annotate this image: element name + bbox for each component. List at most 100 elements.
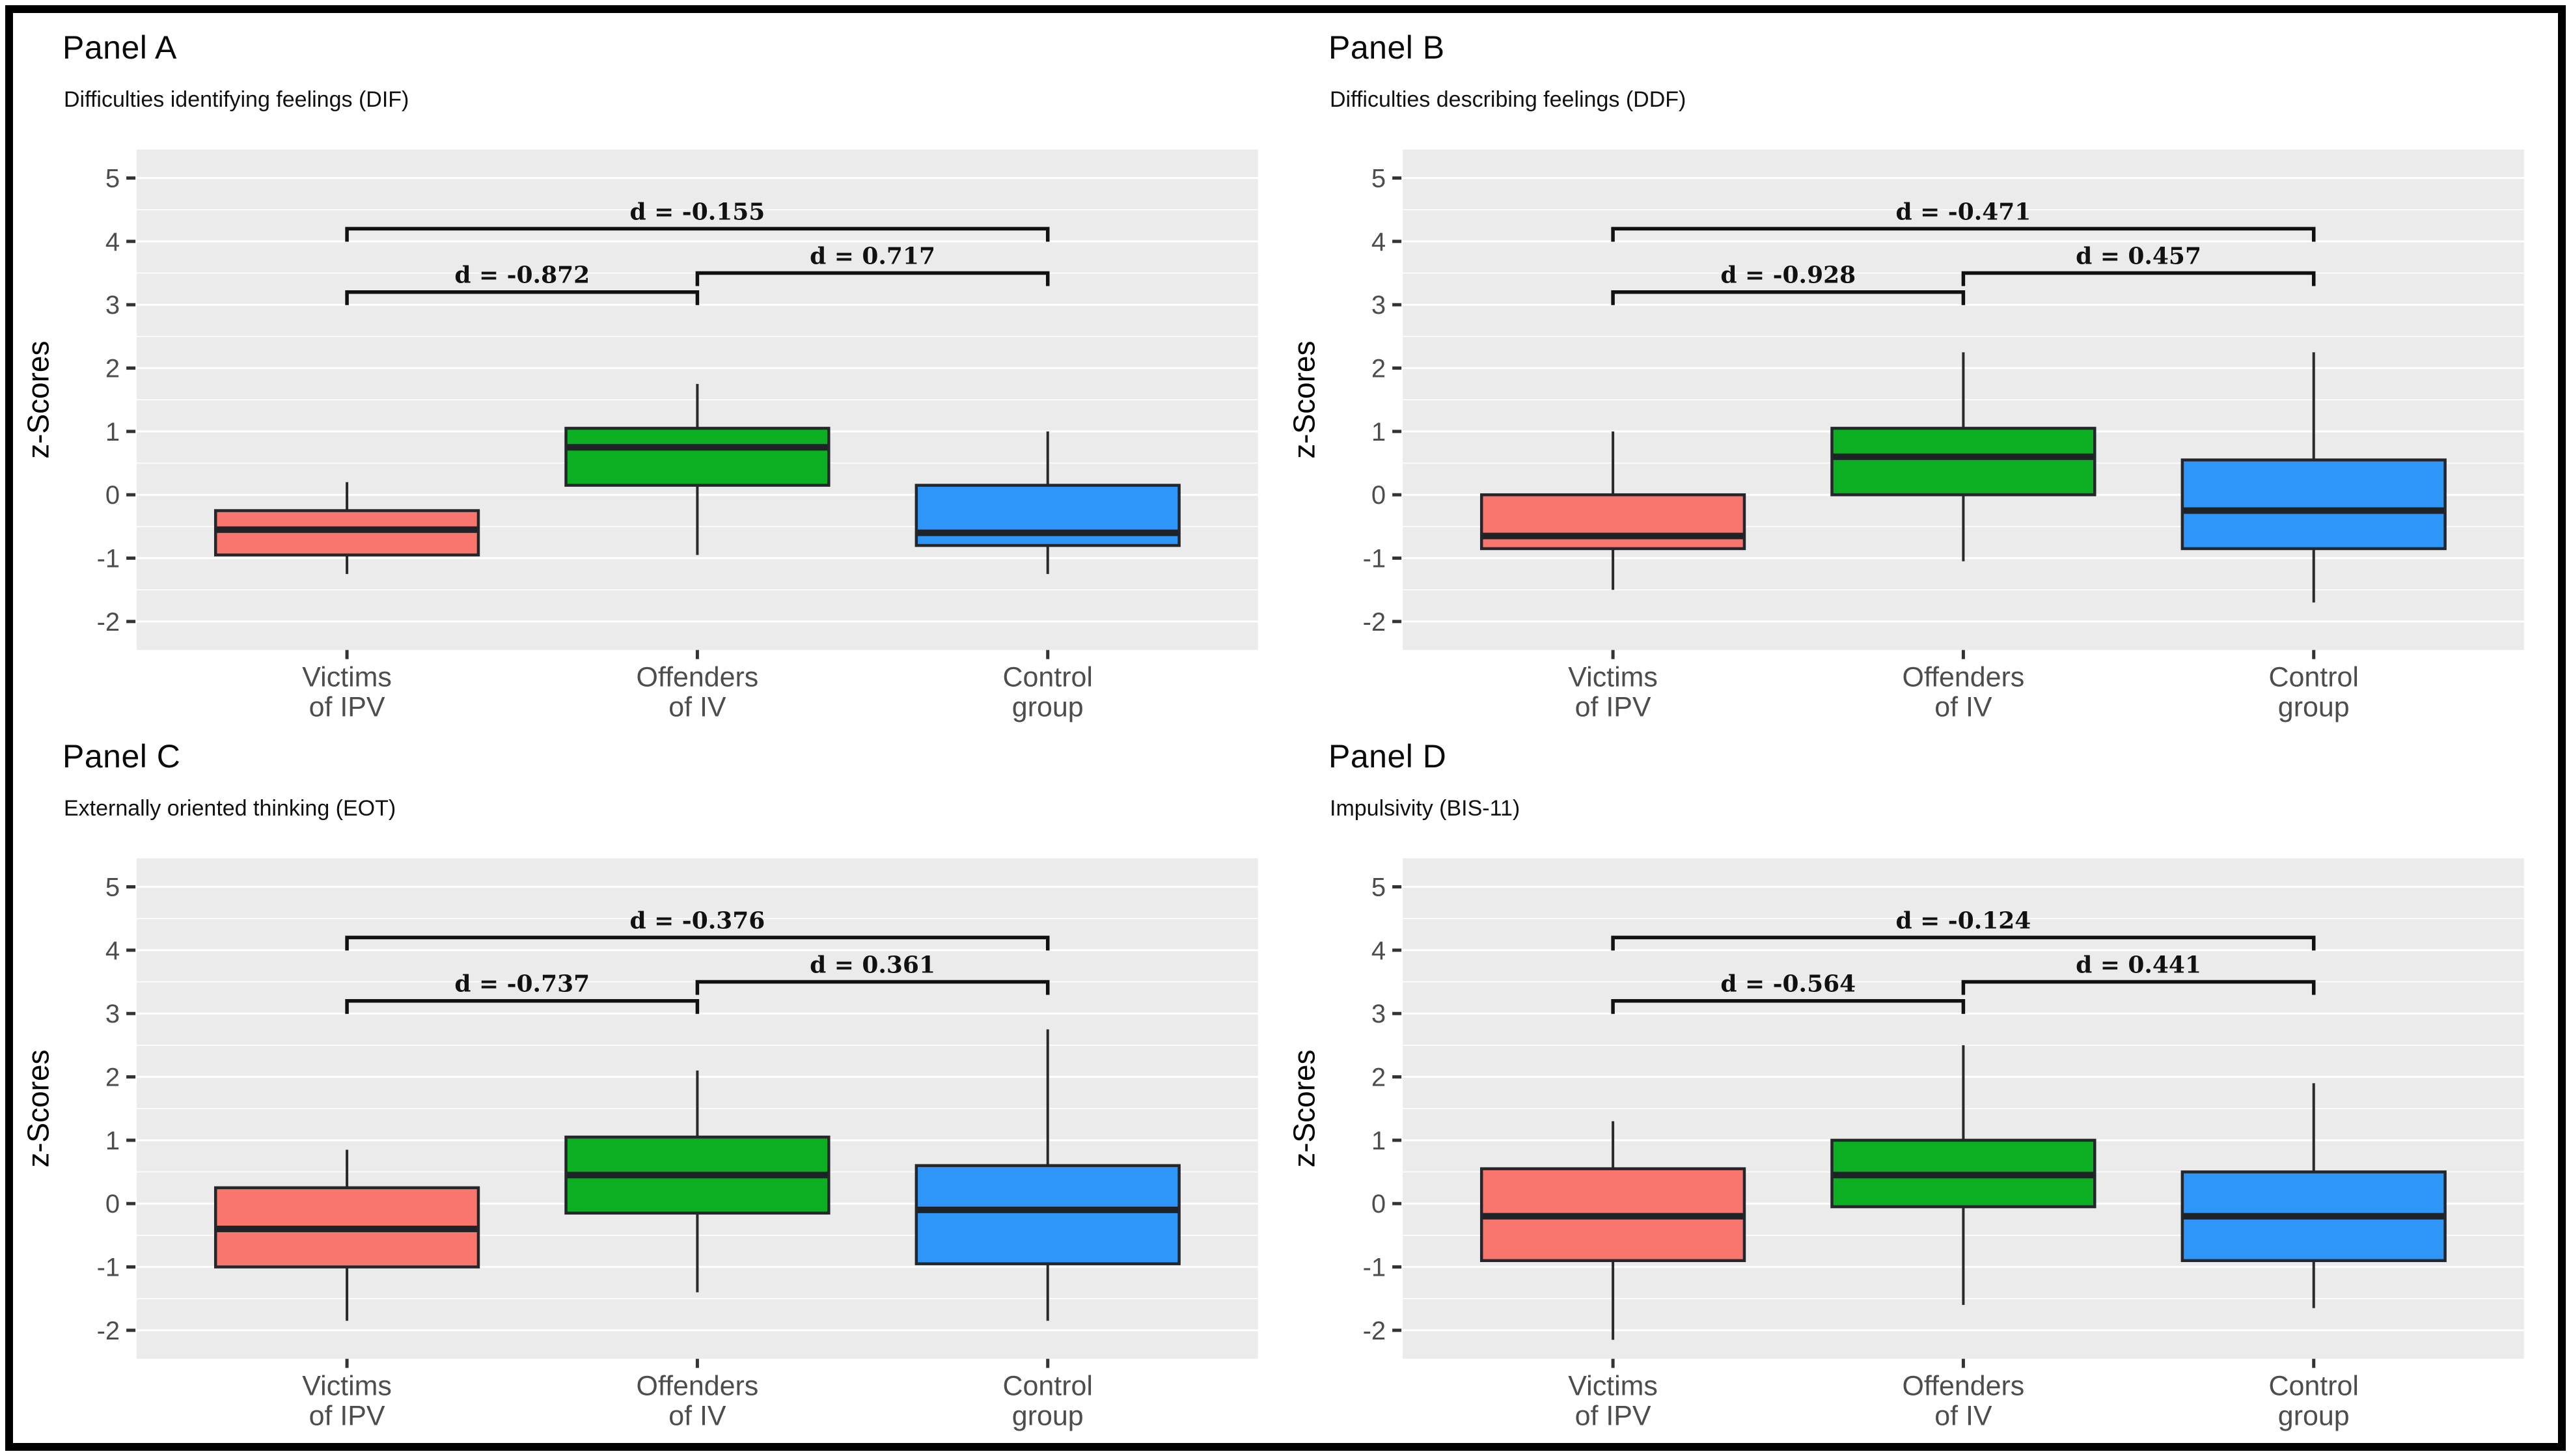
y-axis-title: z-Scores: [21, 1049, 55, 1167]
x-tick-label: group: [2278, 692, 2350, 723]
comparison-label: d = 0.361: [810, 951, 935, 978]
comparison-bracket: [1611, 998, 1966, 1014]
x-tick-label: group: [1012, 1400, 1084, 1431]
y-tick-label: 0: [1371, 1190, 1386, 1218]
y-tick-label: 5: [1371, 165, 1386, 193]
x-tick-label: group: [2278, 1400, 2350, 1431]
comparison-bracket: [345, 227, 1050, 242]
x-tick-label: of IV: [1934, 1400, 1992, 1431]
y-tick-label: -2: [1363, 1316, 1386, 1345]
y-tick-label: 3: [1371, 291, 1386, 320]
y-tick-label: -1: [1363, 545, 1386, 573]
y-tick-label: 4: [105, 228, 120, 256]
comparison-label: d = -0.124: [1896, 907, 2031, 934]
comparison-label: d = -0.376: [630, 907, 765, 934]
y-tick-label: -1: [97, 1253, 120, 1282]
x-tick-label: Offenders: [637, 662, 759, 693]
y-tick-label: 5: [105, 165, 120, 193]
panel-a: Panel A Difficulties identifying feeling…: [20, 20, 1286, 728]
y-axis-title: z-Scores: [1287, 1049, 1321, 1167]
x-tick-label: group: [1012, 692, 1084, 723]
y-tick-label: 0: [1371, 481, 1386, 510]
comparison-bracket: [345, 290, 700, 305]
box-control: [914, 484, 1181, 547]
box-offenders: [564, 426, 831, 487]
panel-grid: Panel A Difficulties identifying feeling…: [20, 20, 2551, 1436]
panel-title: Panel A: [62, 29, 177, 66]
x-tick-label: of IPV: [1575, 1400, 1651, 1431]
x-tick-label: Victims: [302, 662, 392, 693]
y-axis-title: z-Scores: [21, 341, 55, 459]
box-control: [914, 1164, 1181, 1265]
y-tick-label: 3: [1371, 1000, 1386, 1028]
comparison-label: d = -0.564: [1720, 970, 1856, 997]
y-tick-label: 2: [105, 355, 120, 383]
x-tick-label: of IPV: [309, 692, 385, 723]
x-tick-label: Control: [2269, 1370, 2359, 1401]
panel-subtitle: Difficulties identifying feelings (DIF): [64, 87, 409, 112]
x-tick-label: Control: [1003, 662, 1093, 693]
comparison-bracket: [1611, 935, 2316, 950]
comparison-bracket: [1961, 271, 2316, 286]
comparison-bracket: [1611, 227, 2316, 242]
x-tick-label: of IV: [668, 692, 726, 723]
x-tick-label: of IPV: [1575, 692, 1651, 723]
x-tick-label: Control: [1003, 1370, 1093, 1401]
comparison-label: d = -0.928: [1720, 262, 1856, 289]
y-tick-label: 3: [105, 1000, 120, 1028]
y-tick-label: 1: [105, 418, 120, 446]
comparison-label: d = 0.457: [2076, 243, 2201, 270]
panel-subtitle: Difficulties describing feelings (DDF): [1330, 87, 1686, 112]
y-tick-label: 2: [1371, 355, 1386, 383]
y-tick-label: -1: [1363, 1253, 1386, 1282]
y-tick-label: 0: [105, 1190, 120, 1218]
y-tick-label: 1: [105, 1126, 120, 1155]
comparison-bracket: [695, 980, 1050, 995]
box-control: [2180, 458, 2447, 551]
y-tick-label: 1: [1371, 1126, 1386, 1155]
y-tick-label: -1: [97, 545, 120, 573]
y-tick-label: 4: [1371, 936, 1386, 965]
y-axis-title: z-Scores: [1287, 341, 1321, 459]
panel-title: Panel D: [1328, 737, 1447, 775]
x-tick-label: Offenders: [1903, 662, 2025, 693]
panel-subtitle: Impulsivity (BIS-11): [1330, 795, 1520, 821]
y-tick-label: 3: [105, 291, 120, 320]
comparison-label: d = -0.155: [630, 198, 765, 225]
x-tick-label: Offenders: [637, 1370, 759, 1401]
figure-border: [5, 5, 2566, 1451]
y-tick-label: -2: [97, 1316, 120, 1345]
x-tick-label: Control: [2269, 662, 2359, 693]
y-tick-label: 2: [105, 1063, 120, 1092]
x-tick-label: Offenders: [1903, 1370, 2025, 1401]
comparison-bracket: [695, 271, 1050, 286]
y-tick-label: 1: [1371, 418, 1386, 446]
x-tick-label: of IV: [1934, 692, 1992, 723]
comparison-bracket: [345, 998, 700, 1014]
box-offenders: [1830, 426, 2097, 497]
panel-c: Panel C Externally oriented thinking (EO…: [20, 728, 1286, 1437]
comparison-label: d = -0.737: [454, 970, 590, 997]
y-tick-label: -2: [1363, 608, 1386, 637]
y-tick-label: 5: [105, 873, 120, 901]
panel-subtitle: Externally oriented thinking (EOT): [64, 795, 396, 821]
y-tick-label: -2: [97, 608, 120, 637]
y-tick-label: 2: [1371, 1063, 1386, 1092]
x-tick-label: Victims: [302, 1370, 392, 1401]
x-tick-label: of IV: [668, 1400, 726, 1431]
y-tick-label: 0: [105, 481, 120, 510]
x-tick-label: Victims: [1568, 1370, 1658, 1401]
x-tick-label: of IPV: [309, 1400, 385, 1431]
comparison-label: d = -0.471: [1896, 198, 2031, 225]
comparison-bracket: [1611, 290, 1966, 305]
y-tick-label: 5: [1371, 873, 1386, 901]
comparison-label: d = 0.441: [2076, 951, 2201, 978]
panel-d: Panel D Impulsivity (BIS-11) 5 4 3 2 1 0 -1 -2 z…: [1286, 728, 2551, 1437]
y-tick-label: 4: [105, 936, 120, 965]
box-victims: [1479, 493, 1746, 551]
